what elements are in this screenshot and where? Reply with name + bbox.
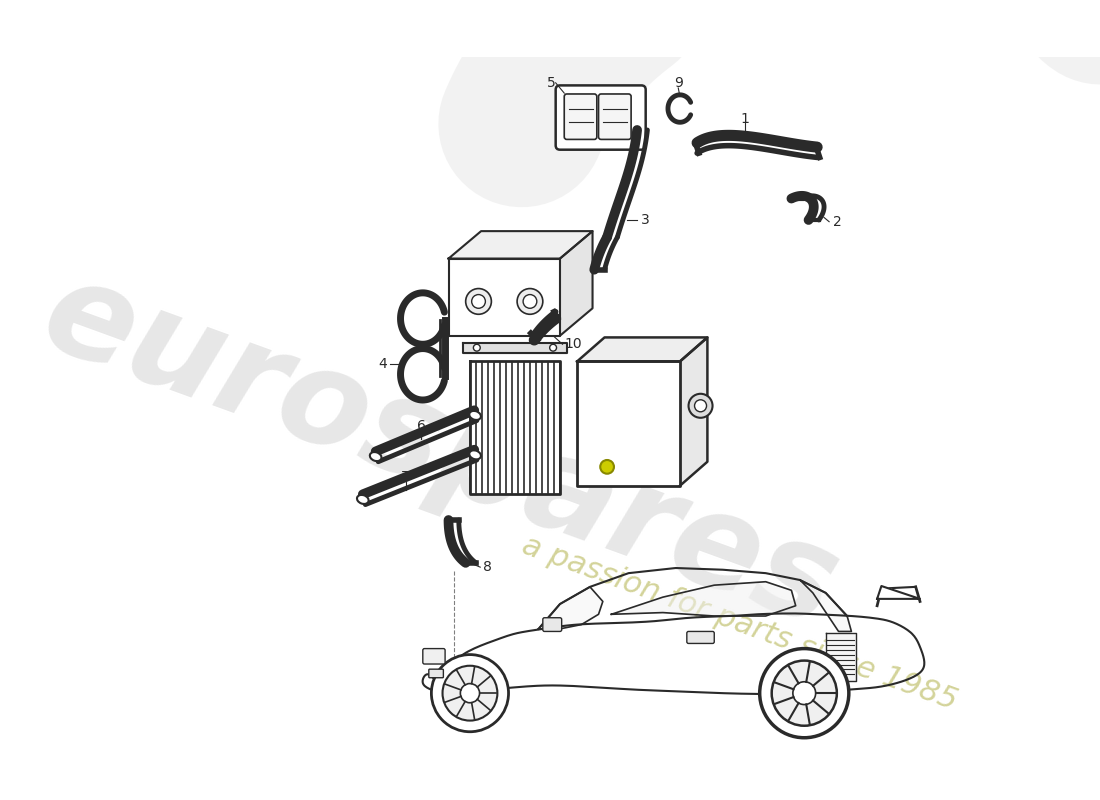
Circle shape <box>601 460 614 474</box>
FancyBboxPatch shape <box>564 94 597 139</box>
FancyBboxPatch shape <box>556 86 646 150</box>
Ellipse shape <box>524 294 537 308</box>
FancyBboxPatch shape <box>429 669 443 678</box>
Circle shape <box>473 344 481 351</box>
Polygon shape <box>826 633 856 681</box>
Text: 2: 2 <box>833 214 842 229</box>
Text: 1: 1 <box>740 112 749 126</box>
Text: 9: 9 <box>674 76 683 90</box>
Text: 6: 6 <box>417 418 426 433</box>
Text: a passion for parts since 1985: a passion for parts since 1985 <box>518 530 961 715</box>
Polygon shape <box>578 362 680 486</box>
Text: eurospares: eurospares <box>26 249 854 654</box>
FancyBboxPatch shape <box>422 649 446 664</box>
Circle shape <box>461 683 480 702</box>
Ellipse shape <box>517 289 542 314</box>
FancyBboxPatch shape <box>686 631 714 643</box>
Polygon shape <box>680 338 707 486</box>
Circle shape <box>689 394 713 418</box>
Ellipse shape <box>470 450 481 459</box>
FancyBboxPatch shape <box>598 94 631 139</box>
Ellipse shape <box>470 411 481 420</box>
Circle shape <box>694 400 706 412</box>
Circle shape <box>550 344 557 351</box>
Ellipse shape <box>370 452 382 461</box>
Text: 3: 3 <box>641 213 650 227</box>
Polygon shape <box>470 362 560 494</box>
Circle shape <box>442 666 497 721</box>
FancyBboxPatch shape <box>542 618 562 631</box>
Circle shape <box>760 649 849 738</box>
Polygon shape <box>612 582 795 616</box>
Text: 4: 4 <box>378 357 387 371</box>
Polygon shape <box>578 338 707 362</box>
Polygon shape <box>449 231 593 258</box>
Text: 10: 10 <box>564 338 582 351</box>
Polygon shape <box>877 586 920 599</box>
Circle shape <box>793 682 816 705</box>
Polygon shape <box>560 231 593 336</box>
Polygon shape <box>449 258 560 336</box>
Text: 8: 8 <box>483 560 492 574</box>
Polygon shape <box>539 587 603 629</box>
Ellipse shape <box>465 289 492 314</box>
Circle shape <box>431 654 508 732</box>
Text: 7: 7 <box>402 470 410 484</box>
Polygon shape <box>800 580 851 631</box>
Ellipse shape <box>358 495 368 504</box>
Ellipse shape <box>472 294 485 308</box>
Text: 5: 5 <box>547 76 556 90</box>
Circle shape <box>772 661 837 726</box>
Polygon shape <box>463 342 566 353</box>
